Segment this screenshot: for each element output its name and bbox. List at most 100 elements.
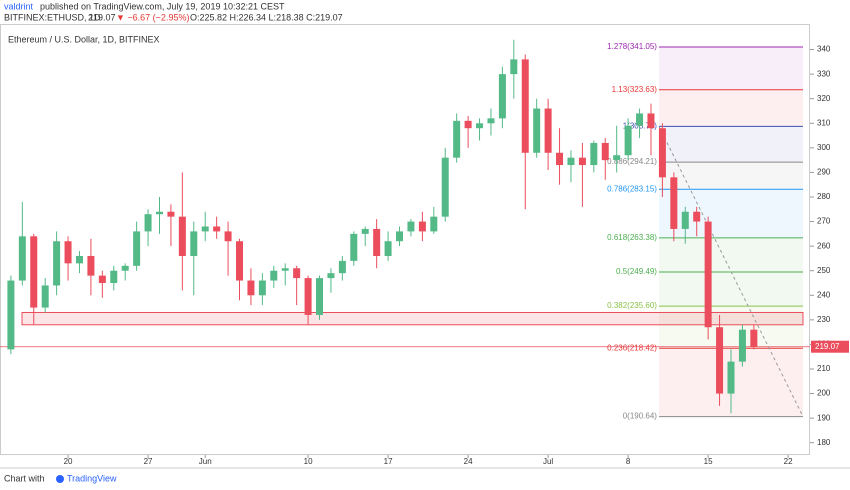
change: ▼ −6.67 (−2.95%) [116,12,189,22]
chart-title: Ethereum / U.S. Dollar, 1D, BITFINEX [8,34,160,44]
candle-body [418,221,426,232]
y-tick-label: 200 [817,389,831,398]
fib-band [658,237,803,272]
candle-body [716,327,724,394]
fib-label: 0.5(249.49) [616,267,657,276]
fib-label: 0.236(218.42) [607,343,657,352]
candle-body [624,125,632,156]
candle-body [121,265,129,271]
candle-body [578,157,586,166]
candle-body [373,228,381,256]
y-tick-label: 290 [817,168,831,177]
candle-body [521,59,529,153]
y-tick-label: 270 [817,217,831,226]
candle-body [453,120,461,158]
y-tick-label: 320 [817,94,831,103]
fib-band [658,126,803,163]
candle-body [636,113,644,126]
candle-body [590,142,598,166]
candle-body [361,228,369,234]
candle-body [407,221,415,232]
fib-label: 0.618(263.38) [607,233,657,242]
candle-body [441,157,449,217]
support-zone [21,311,804,326]
candle-body [681,211,689,229]
y-tick-label: 250 [817,266,831,275]
candle-body [430,216,438,232]
symbol: BITFINEX:ETHUSD, 1D [4,12,101,22]
candle-body [98,275,106,283]
x-tick-label: 20 [64,457,73,466]
brand-icon [56,475,64,483]
x-tick-label: 17 [384,457,393,466]
author: valdrint [4,1,34,11]
candle-body [224,231,232,242]
candle-body [384,241,392,256]
fib-label: 0.382(235.60) [607,301,657,310]
y-tick-label: 280 [817,192,831,201]
candle-body [133,231,141,266]
candle-body [167,211,175,217]
candle-body [350,233,358,261]
candle-body [64,241,72,264]
candle-body [567,157,575,166]
x-tick-label: 27 [144,457,153,466]
candle-body [281,268,289,271]
candle-body [487,118,495,124]
x-tick-label: 15 [704,457,713,466]
fib-band [658,89,803,127]
candle-body [556,152,564,166]
candle-body [338,260,346,274]
candle-body [75,255,83,264]
candle-body [704,221,712,328]
candle-body [670,177,678,229]
x-tick-label: 10 [304,457,313,466]
candle-body [533,108,541,153]
fib-label: 1.13(323.63) [612,85,658,94]
candle-body [601,142,609,161]
y-tick-label: 210 [817,364,831,373]
y-tick-label: 330 [817,69,831,78]
candle-body [693,211,701,222]
candle-body [178,216,186,256]
candle-body [498,74,506,119]
y-tick-label: 300 [817,143,831,152]
y-tick-label: 260 [817,241,831,250]
candle-body [738,329,746,362]
candle-body [201,226,209,232]
y-tick-label: 310 [817,118,831,127]
last-price-box [811,340,849,353]
y-tick-label: 340 [817,45,831,54]
candle-body [316,278,324,315]
candle-body [87,255,95,276]
candle-body [155,211,163,215]
fib-band [658,306,803,349]
x-tick-label: 22 [784,457,793,466]
fib-label: 0.786(283.15) [607,184,657,193]
ohlc: O:225.82 H:226.34 L:218.38 C:219.07 [190,12,343,22]
published: published on TradingView.com, July 19, 2… [40,1,285,11]
candle-body [476,123,484,129]
candle-body [270,270,278,281]
price: 219.07 [88,12,116,22]
candle-body [396,231,404,242]
candle-body [258,280,266,296]
candle-body [750,329,758,347]
candle-body [7,280,15,350]
candle-body [613,155,621,161]
candle-body [247,280,255,296]
fib-band [658,189,803,238]
candle-body [213,226,221,232]
candle-body [190,231,198,256]
candle-body [53,241,61,286]
candle-body [544,108,552,153]
x-tick-label: Jul [543,457,553,466]
y-tick-label: 240 [817,290,831,299]
candle-body [647,113,655,129]
candle-body [727,361,735,394]
fib-label: 0(190.64) [623,412,658,421]
fib-label: 1.278(341.05) [607,42,657,51]
plot-frame [0,24,810,455]
fib-band [658,162,803,190]
